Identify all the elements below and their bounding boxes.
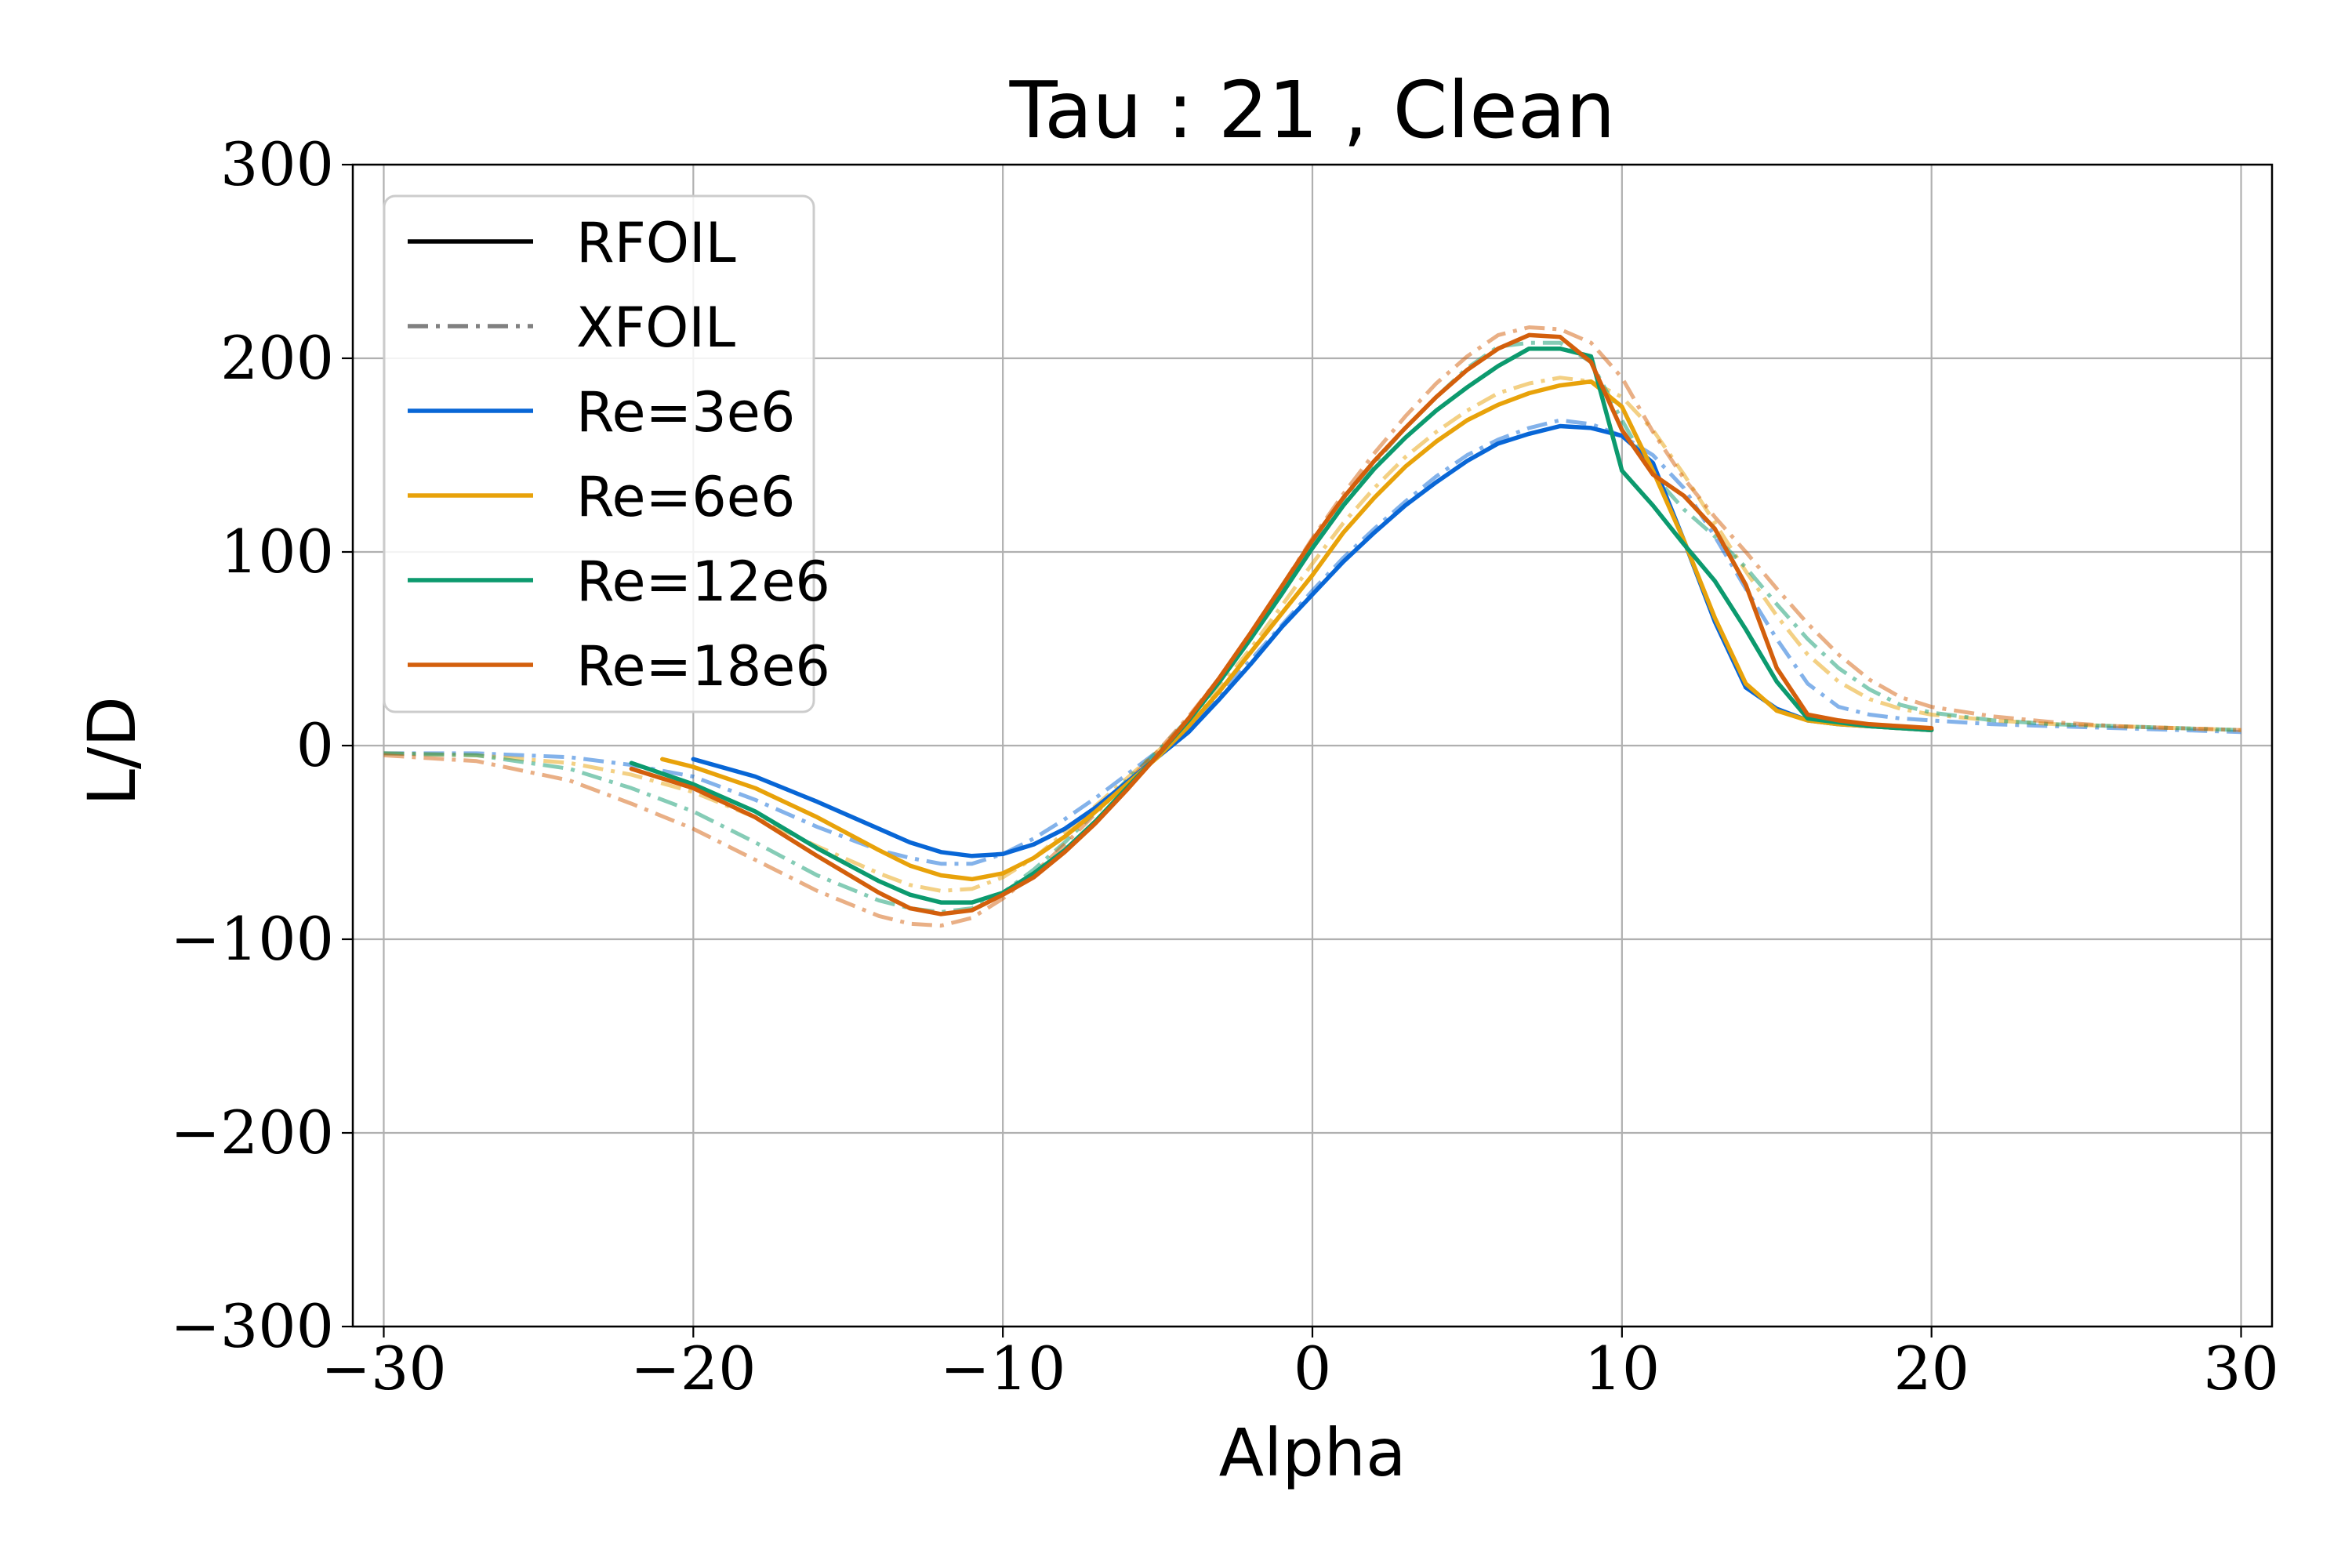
legend-items: RFOIL XFOIL Re=3e6 Re=6e6 Re=12e6 Re=18e6 xyxy=(408,211,830,699)
series-line-xfoil-re-6e6 xyxy=(383,376,2241,893)
series-line-rfoil-re-12e6 xyxy=(629,346,1934,905)
x-tick-label: −30 xyxy=(321,1334,446,1403)
y-tick-label: 0 xyxy=(296,710,334,780)
x-tick-label: 0 xyxy=(1294,1334,1331,1403)
legend-label: XFOIL xyxy=(576,296,735,360)
series-line-rfoil-re-18e6 xyxy=(629,332,1934,916)
legend: RFOIL XFOIL Re=3e6 Re=6e6 Re=12e6 Re=18e6 xyxy=(383,194,830,713)
series-line-xfoil-re-18e6 xyxy=(383,325,2241,928)
x-tick-label: 20 xyxy=(1893,1334,1969,1403)
series-line-rfoil-re-6e6 xyxy=(660,379,1934,882)
y-tick-label: 200 xyxy=(220,323,334,393)
legend-label: RFOIL xyxy=(576,211,736,275)
xfoil-series-group xyxy=(383,325,2241,928)
chart-title: Tau : 21 , Clean xyxy=(1009,64,1616,156)
x-axis-label: Alpha xyxy=(1219,1414,1406,1491)
legend-label: Re=3e6 xyxy=(576,380,795,445)
y-tick-label: 300 xyxy=(220,129,334,199)
rfoil-series-group xyxy=(629,332,1934,916)
x-tick-label: 30 xyxy=(2203,1334,2279,1403)
y-tick-label: −300 xyxy=(170,1291,334,1361)
y-tick-label: −100 xyxy=(170,904,334,974)
x-tick-label: −10 xyxy=(940,1334,1065,1403)
legend-label: Re=12e6 xyxy=(576,550,830,614)
y-tick-label: −200 xyxy=(170,1098,334,1167)
legend-label: Re=6e6 xyxy=(576,465,795,529)
legend-label: Re=18e6 xyxy=(576,634,830,699)
y-tick-label: 100 xyxy=(220,517,334,586)
y-axis-label: L/D xyxy=(74,696,151,806)
series-line-xfoil-re-3e6 xyxy=(383,418,2241,866)
x-tick-label: 10 xyxy=(1584,1334,1660,1403)
x-tick-label: −20 xyxy=(630,1334,756,1403)
